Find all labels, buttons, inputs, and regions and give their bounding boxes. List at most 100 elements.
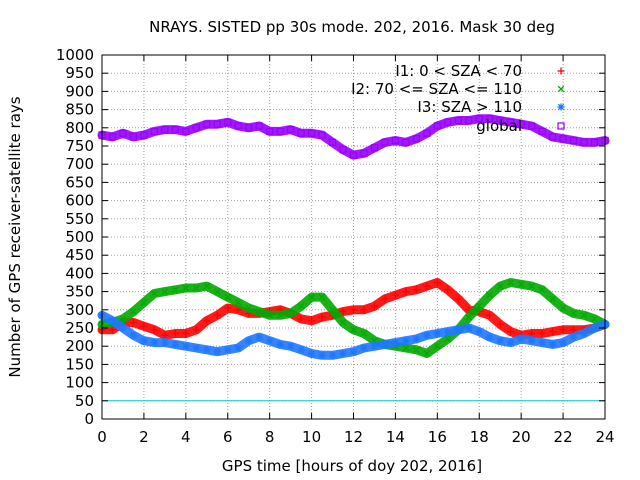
data-point	[360, 149, 368, 157]
tick-labels: 0501001502002503003504004505005506006507…	[56, 46, 615, 446]
data-point	[475, 328, 483, 336]
data-point	[287, 126, 295, 134]
data-point	[276, 312, 284, 319]
data-point	[192, 124, 200, 132]
data-point	[454, 295, 462, 303]
x-tick-label: 16	[428, 428, 447, 446]
data-point	[307, 129, 316, 137]
y-tick-label: 50	[75, 392, 94, 410]
data-point	[350, 326, 357, 334]
data-point	[391, 136, 400, 145]
data-point	[203, 346, 211, 354]
data-point	[528, 337, 536, 345]
data-point	[172, 286, 179, 294]
data-point	[328, 138, 337, 146]
data-point	[423, 350, 431, 357]
data-point	[213, 311, 221, 319]
data-point	[370, 144, 379, 152]
data-point	[569, 136, 578, 145]
data-point	[266, 127, 274, 136]
data-point	[339, 319, 347, 326]
data-point	[444, 328, 452, 336]
data-point	[182, 127, 190, 136]
data-point	[129, 331, 137, 339]
data-point	[182, 284, 190, 292]
data-point	[150, 326, 158, 334]
data-point	[412, 135, 420, 143]
data-point	[339, 308, 347, 316]
data-point	[203, 120, 211, 128]
data-point	[496, 116, 504, 125]
grid	[102, 55, 605, 419]
data-point	[507, 118, 515, 126]
y-tick-label: 700	[65, 155, 94, 173]
data-point	[391, 339, 399, 347]
data-point	[203, 317, 211, 325]
data-point	[570, 333, 578, 341]
data-point	[329, 306, 336, 314]
data-point	[538, 329, 546, 337]
data-point	[234, 344, 242, 352]
y-tick-label: 450	[65, 246, 94, 264]
data-point	[255, 122, 263, 130]
data-point	[486, 291, 493, 299]
y-tick-label: 100	[65, 374, 94, 392]
data-point	[339, 349, 347, 357]
data-point	[475, 115, 483, 123]
data-point	[444, 286, 452, 294]
data-point	[549, 295, 556, 303]
legend-marker	[557, 122, 565, 130]
data-point	[171, 126, 179, 134]
data-point	[339, 146, 347, 154]
data-point	[318, 313, 326, 321]
series-3	[97, 310, 610, 360]
data-point	[528, 122, 536, 130]
x-tick-label: 2	[139, 428, 149, 446]
data-point	[203, 282, 211, 290]
x-tick-label: 0	[97, 428, 107, 446]
data-point	[276, 340, 284, 348]
data-point	[297, 129, 305, 137]
data-point	[413, 346, 420, 354]
data-point	[245, 304, 252, 312]
x-tick-label: 24	[595, 428, 614, 446]
data-point	[297, 315, 305, 323]
data-point	[192, 326, 200, 334]
x-tick-label: 18	[470, 428, 489, 446]
y-tick-label: 1000	[56, 46, 94, 64]
x-tick-label: 10	[302, 428, 321, 446]
data-point	[496, 282, 504, 290]
data-point	[140, 299, 148, 306]
data-point	[129, 319, 137, 327]
data-point	[308, 317, 316, 325]
data-point	[245, 124, 253, 132]
data-point	[129, 133, 138, 141]
data-point	[528, 329, 536, 337]
data-point	[151, 290, 158, 297]
y-tick-label: 200	[65, 337, 94, 355]
data-point	[486, 311, 494, 319]
data-point	[433, 329, 441, 337]
data-point	[266, 337, 274, 345]
data-point	[507, 339, 515, 347]
data-point	[402, 337, 410, 345]
data-point	[454, 116, 462, 125]
data-point	[559, 339, 567, 347]
data-point	[214, 288, 221, 295]
data-point	[465, 324, 473, 332]
y-tick-label: 400	[65, 264, 94, 282]
data-point	[433, 122, 441, 130]
data-point	[297, 346, 305, 354]
data-point	[255, 308, 263, 315]
data-point	[423, 331, 431, 339]
data-point	[308, 349, 316, 357]
legend-marker	[557, 103, 565, 111]
data-point	[130, 308, 137, 315]
data-point	[559, 326, 567, 334]
data-point	[381, 295, 389, 303]
data-point	[245, 337, 253, 345]
y-tick-label: 800	[65, 119, 94, 137]
legend-label: I3: SZA > 110	[417, 98, 522, 116]
data-point	[538, 127, 546, 136]
